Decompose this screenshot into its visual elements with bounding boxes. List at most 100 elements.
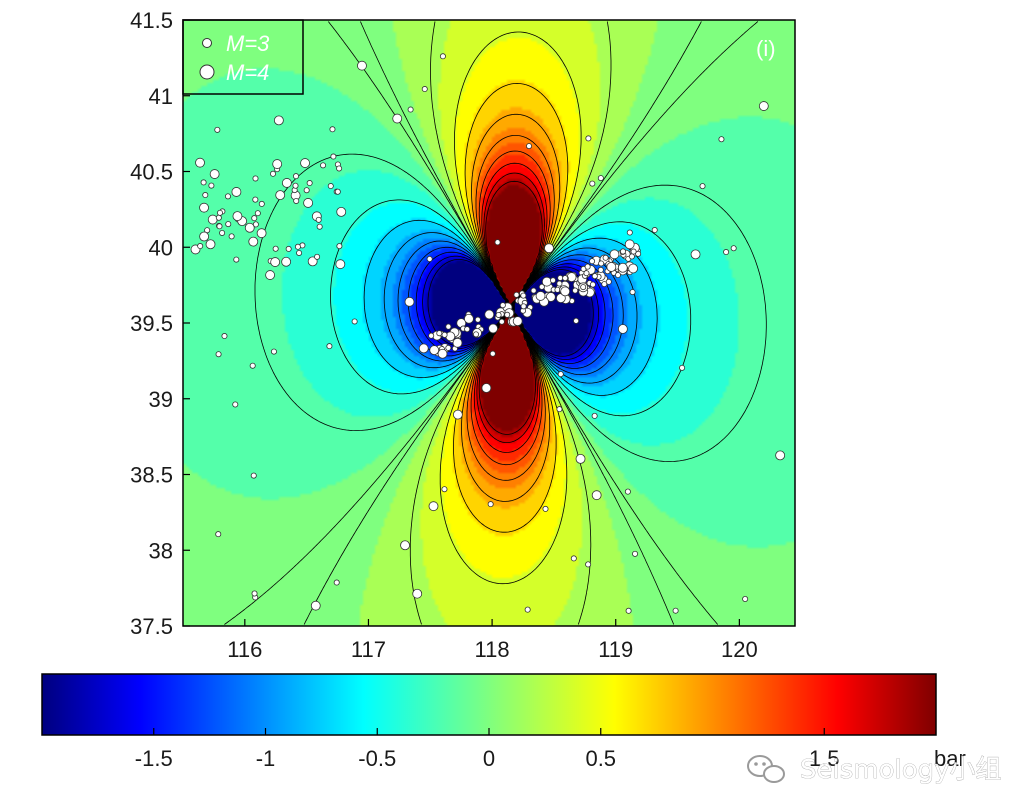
aftershock-marker (628, 253, 635, 260)
watermark-text: Seismology小组 (800, 755, 1002, 785)
wechat-icon (747, 755, 785, 783)
aftershock-marker (292, 182, 299, 189)
y-tick-label: 40 (149, 235, 173, 260)
aftershock-marker (208, 182, 215, 189)
legend-label-m3: M=3 (226, 31, 270, 56)
aftershock-marker (445, 344, 452, 351)
aftershock-marker (556, 406, 563, 413)
aftershock-marker (730, 245, 737, 252)
aftershock-marker (327, 183, 334, 190)
aftershock-marker (545, 292, 556, 302)
aftershock-marker (293, 197, 300, 204)
aftershock-marker (562, 275, 569, 282)
aftershock-marker (602, 254, 609, 261)
aftershock-marker (407, 106, 414, 113)
aftershock-marker (197, 243, 204, 250)
aftershock-marker (625, 607, 632, 614)
aftershock-marker (617, 262, 628, 273)
aftershock-marker (591, 412, 598, 419)
aftershock-marker (195, 157, 205, 168)
colorbar-ticks: -1.5 -1 -0.5 0 0.5 1.5 (135, 728, 840, 771)
aftershock-marker (428, 332, 435, 339)
aftershock-marker (624, 239, 635, 250)
aftershock-marker (294, 243, 301, 250)
aftershock-marker (273, 115, 284, 126)
aftershock-marker (224, 193, 231, 200)
aftershock-marker (221, 333, 228, 340)
aftershock-marker (580, 284, 587, 291)
aftershock-marker (632, 550, 639, 557)
aftershock-marker (249, 362, 256, 369)
aftershock-marker (219, 229, 226, 236)
aftershock-marker (214, 126, 221, 133)
aftershock-marker (512, 316, 523, 327)
y-tick-label: 37.5 (130, 614, 173, 639)
aftershock-marker (598, 260, 605, 267)
aftershock-marker (679, 364, 686, 371)
aftershock-marker (258, 200, 265, 207)
colorbar-tick-label: 1.5 (809, 746, 840, 771)
aftershock-marker (320, 162, 327, 169)
aftershock-marker (330, 153, 337, 160)
aftershock-marker (199, 231, 210, 242)
aftershock-marker (412, 588, 423, 599)
aftershock-marker (303, 198, 314, 208)
aftershock-marker (207, 214, 218, 225)
aftershock-marker (270, 348, 277, 355)
aftershock-marker (723, 249, 730, 256)
aftershock-marker (336, 206, 347, 217)
aftershock-marker (296, 249, 303, 256)
aftershock-marker (256, 228, 267, 239)
aftershock-marker (265, 270, 276, 280)
aftershock-marker (758, 101, 769, 111)
y-tick-label: 39 (149, 387, 173, 412)
aftershock-marker (400, 540, 410, 551)
colorbar-unit: bar (934, 746, 966, 771)
aftershock-marker (216, 209, 223, 216)
aftershock-marker (538, 283, 545, 290)
x-tick-label: 117 (351, 637, 386, 662)
aftershock-marker (281, 256, 292, 267)
aftershock-marker (228, 233, 235, 240)
aftershock-marker (314, 253, 321, 260)
legend: M=3 M=4 (182, 19, 304, 95)
aftershock-marker (718, 136, 725, 143)
aftershock-marker (316, 223, 323, 230)
x-tick-label: 116 (227, 637, 262, 662)
aftershock-marker (542, 505, 549, 512)
aftershock-marker (254, 210, 261, 217)
aftershock-marker (215, 214, 222, 221)
aftershock-marker (530, 287, 537, 294)
colorbar-tick-label: 0.5 (585, 746, 616, 771)
aftershock-marker (609, 249, 620, 260)
aftershock-marker (293, 173, 300, 180)
aftershock-marker (445, 323, 452, 330)
aftershock-marker (452, 337, 463, 348)
legend-marker-m3 (202, 38, 212, 48)
aftershock-marker (628, 263, 638, 274)
y-tick-label: 38.5 (130, 463, 173, 488)
aftershock-marker (597, 175, 604, 182)
aftershock-marker (614, 272, 621, 279)
aftershock-marker (445, 331, 456, 342)
aftershock-marker (357, 60, 367, 71)
aftershock-marker (441, 486, 448, 493)
aftershock-marker (544, 243, 554, 254)
aftershock-marker (252, 175, 259, 182)
aftershock-marker (199, 202, 209, 213)
aftershock-marker (205, 239, 216, 250)
aftershock-marker (334, 188, 341, 195)
aftershock-marker (617, 324, 628, 334)
colorbar-gradient (41, 673, 937, 736)
y-tick-label: 41 (149, 84, 173, 109)
aftershock-marker (326, 343, 333, 350)
colorbar: -1.5 -1 -0.5 0 0.5 1.5 bar (41, 673, 966, 771)
aftershock-marker (624, 488, 631, 495)
aftershock-marker (244, 222, 255, 233)
aftershock-marker (233, 256, 240, 263)
aftershock-marker (248, 236, 259, 247)
aftershock-marker (573, 317, 580, 324)
aftershock-marker (202, 192, 209, 199)
colorbar-tick-label: -1.5 (135, 746, 173, 771)
